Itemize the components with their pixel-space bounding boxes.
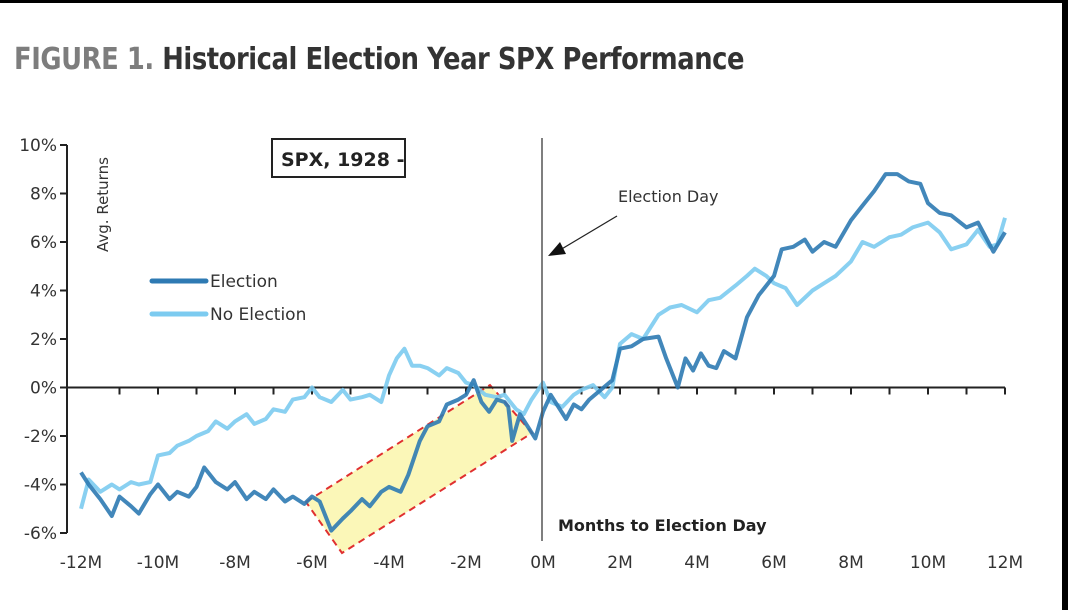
right-border xyxy=(1062,0,1068,610)
x-tick-label: 4M xyxy=(684,553,709,573)
x-tick-label: -10M xyxy=(137,553,179,573)
figure-number: FIGURE 1. xyxy=(14,42,154,77)
x-tick-label: -2M xyxy=(450,553,482,573)
election-day-label: Election Day xyxy=(618,187,719,206)
figure-title-text: Historical Election Year SPX Performance xyxy=(162,42,745,77)
x-tick-label: 10M xyxy=(910,553,946,573)
x-tick-label: 2M xyxy=(607,553,632,573)
y-tick-label: 0% xyxy=(30,379,57,399)
x-tick-label: 0M xyxy=(530,553,555,573)
annotation-box-text: SPX, 1928 - xyxy=(281,149,404,171)
y-tick-label: 10% xyxy=(19,136,57,156)
y-axis-label: Avg. Returns xyxy=(94,157,112,252)
x-tick-label: -8M xyxy=(219,553,251,573)
y-tick-label: 6% xyxy=(30,233,57,253)
x-tick-label: 6M xyxy=(761,553,786,573)
series-line-no-election xyxy=(79,217,1007,510)
x-tick-label: -12M xyxy=(60,553,102,573)
y-tick-label: 2% xyxy=(30,330,57,350)
arrow-head-icon xyxy=(548,242,566,256)
x-axis-label: Months to Election Day xyxy=(558,516,767,535)
y-tick-label: -6% xyxy=(24,524,57,544)
figure-title: FIGURE 1. Historical Election Year SPX P… xyxy=(14,42,745,77)
y-tick-label: -2% xyxy=(24,427,57,447)
annotation-box xyxy=(271,138,406,178)
x-tick-label: -4M xyxy=(373,553,405,573)
x-tick-label: -6M xyxy=(296,553,328,573)
highlight-box xyxy=(304,383,534,555)
election-day-arrow xyxy=(559,215,618,251)
top-border xyxy=(0,0,1068,3)
legend: Election No Election xyxy=(149,272,306,325)
x-tick-label: 12M xyxy=(987,553,1023,573)
x-tick-label: 8M xyxy=(838,553,863,573)
series-line-election xyxy=(79,172,1007,533)
legend-label-no-election: No Election xyxy=(210,305,306,325)
legend-label-election: Election xyxy=(210,272,278,292)
y-tick-label: 8% xyxy=(30,185,57,205)
y-tick-label: 4% xyxy=(30,282,57,302)
y-tick-label: -4% xyxy=(24,476,57,496)
